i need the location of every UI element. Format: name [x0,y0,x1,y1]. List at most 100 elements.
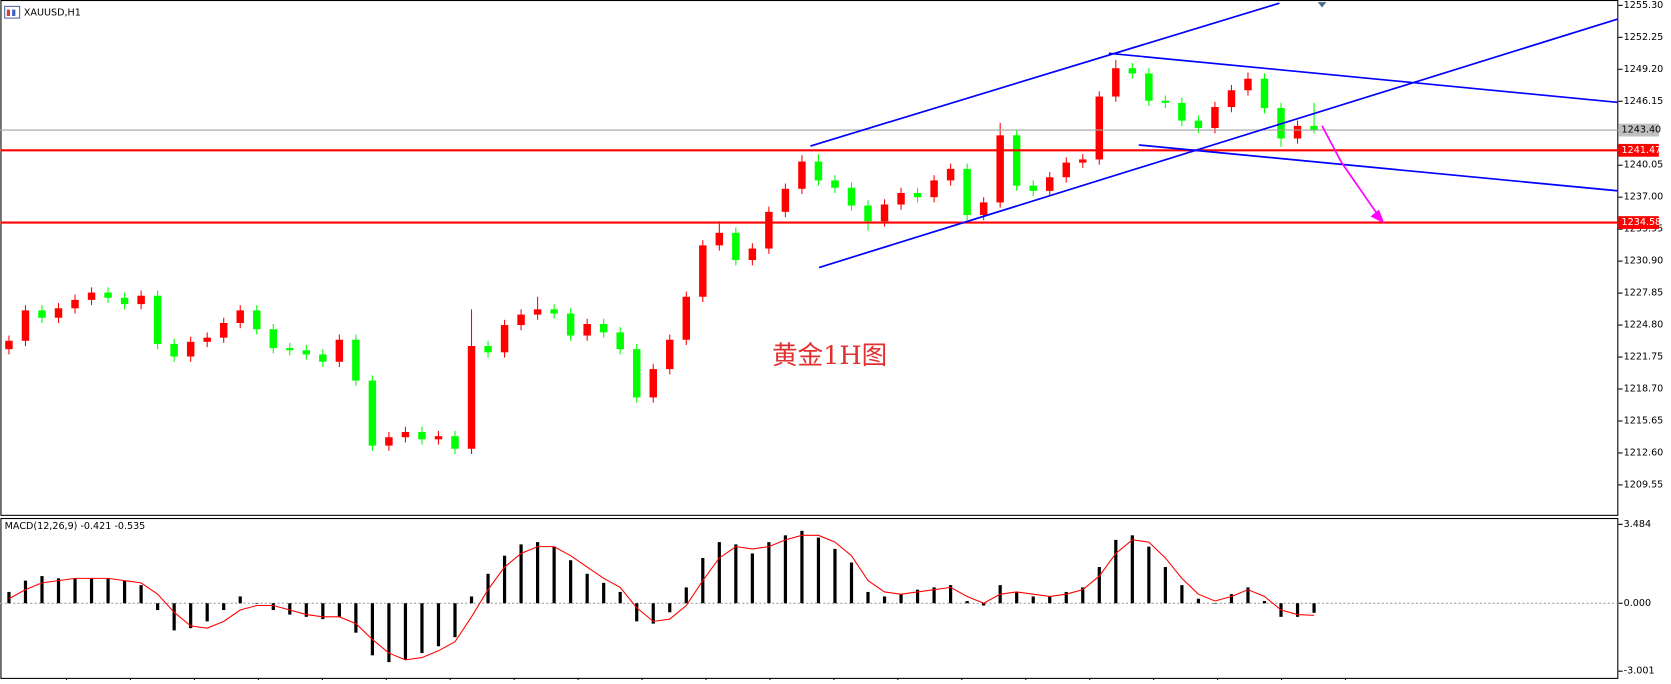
macd-bar [1229,594,1234,604]
y-tick-label: 1215.65 [1624,415,1664,426]
macd-bar [800,530,804,604]
macd-bar [882,596,887,604]
candle-body [418,431,426,440]
candle-body [996,135,1004,203]
macd-bar [1147,546,1151,604]
candle-body [550,309,558,314]
candle-body [467,346,476,449]
candle-body [666,339,674,370]
candle-body [1029,185,1037,191]
candle-body [5,340,13,350]
macd-bar [982,603,986,606]
candle-body [451,436,459,449]
candle-body [1161,100,1170,103]
macd-bar [1130,535,1134,604]
y-tick-label: 1249.20 [1624,64,1664,75]
macd-bar [1015,591,1019,604]
macd-bar [536,542,540,604]
y-tick-label: 1218.70 [1624,384,1664,395]
macd-bar [486,573,490,604]
candle-body [1128,68,1137,74]
candle-body [765,211,773,249]
candle-body [153,295,162,344]
macd-bar [1114,539,1118,604]
candle-body [632,349,641,398]
macd-bar [849,562,854,604]
macd-bar [767,542,771,604]
macd-bar [222,603,226,611]
candle-body [1260,78,1269,109]
macd-bar [949,585,953,604]
macd-bar [750,553,754,604]
macd-panel [0,517,1619,679]
macd-bar [56,578,61,604]
macd-bar [73,578,77,604]
macd-bar [569,560,573,604]
candle-body [682,296,691,340]
level-label: 1234.58 [1622,217,1662,228]
macd-bar [172,603,176,631]
candle-body [748,248,757,261]
candle-body [38,310,46,318]
candle-body [831,180,839,188]
candle-body [269,329,278,349]
candle-body [649,369,657,398]
macd-bar [420,603,424,654]
forecast-arrow [1321,125,1385,224]
macd-bar [271,603,275,611]
candle-body [1012,135,1021,186]
macd-bar [354,603,358,633]
macd-y-tick-label: 3.484 [1624,519,1651,530]
macd-bar [370,603,374,656]
macd-bar [189,603,193,629]
candle-body [1112,68,1120,97]
macd-bar [932,587,936,604]
candle-body [699,245,707,297]
candle-body [87,292,96,300]
macd-bar [238,596,242,604]
candle-body [368,380,377,446]
macd-bar [139,585,143,604]
candle-body [434,436,443,440]
candle-body [979,202,988,215]
macd-bar [1163,567,1167,604]
macd-bar [89,578,94,604]
y-tick-label: 1227.85 [1624,288,1664,299]
macd-bar [1081,587,1085,604]
y-tick-label: 1224.80 [1624,320,1664,331]
candle-body [1293,125,1302,139]
level-box [1618,143,1659,157]
main-panel [0,0,1619,516]
macd-bar [618,591,622,604]
chart-title: XAUUSD,H1 [24,7,81,18]
y-tick-label: 1230.90 [1624,256,1664,267]
candle-body [946,168,955,181]
macd-bar [7,591,11,604]
macd-bar [684,587,688,604]
candle-body [219,322,228,338]
candle-body [500,325,509,353]
candle-body [1062,162,1070,178]
macd-bar [635,603,639,622]
macd-bar [915,589,920,604]
candle-body [930,180,938,198]
macd-bar [602,582,606,604]
current-price-box [1618,123,1659,137]
candle-body [880,204,889,222]
candle-body [897,192,905,205]
candle-body [484,346,492,353]
macd-bar [734,544,738,604]
symbol-icon [4,5,21,19]
candle-body [798,161,806,189]
candle-body [1145,73,1153,101]
level-box [1618,216,1659,229]
trend-lines [810,2,1618,269]
candle-body [401,431,410,438]
candle-body [781,188,790,212]
candle-body [186,341,195,357]
y-tick-label: 1246.15 [1624,96,1664,107]
candle-body [599,324,608,333]
macd-bar [469,596,474,604]
